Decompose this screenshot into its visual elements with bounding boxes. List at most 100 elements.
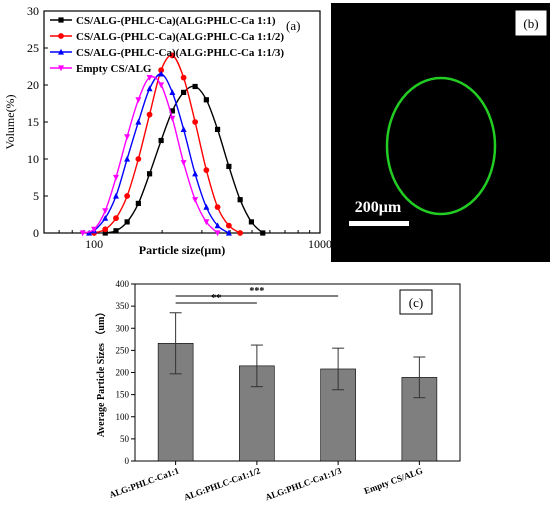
data-point xyxy=(135,156,142,162)
data-point xyxy=(135,97,142,103)
data-point xyxy=(214,126,221,132)
data-point xyxy=(158,67,165,74)
data-point xyxy=(79,230,86,237)
legend-marker xyxy=(58,65,64,72)
data-point xyxy=(158,82,165,89)
data-point xyxy=(225,222,232,229)
data-point xyxy=(181,89,187,95)
data-point xyxy=(203,219,210,226)
y-tick-label: 350 xyxy=(116,301,130,311)
x-tick-label: Empty CS/ALG xyxy=(363,465,424,496)
data-point xyxy=(102,230,108,236)
data-point xyxy=(169,89,176,95)
data-point xyxy=(203,97,209,103)
legend-marker xyxy=(58,17,64,23)
data-point xyxy=(180,74,187,81)
legend-label: CS/ALG-(PHLC-Ca)(ALG:PHLC-Ca 1:1/3) xyxy=(76,47,284,59)
legend-marker xyxy=(58,33,64,39)
y-tick-label: 50 xyxy=(120,434,130,444)
y-tick-label: 400 xyxy=(116,279,130,289)
panel-a-legend: CS/ALG-(PHLC-Ca)(ALG:PHLC-Ca 1:1) CS/ALG-… xyxy=(50,15,284,75)
panel-c-label: (c) xyxy=(409,295,423,310)
y-tick-label: 150 xyxy=(116,390,130,400)
data-point xyxy=(146,75,153,81)
panel-c-y-axis: 0 50 100 150 200 250 300 350 400 xyxy=(116,279,135,466)
y-tick-label: 15 xyxy=(27,115,39,129)
legend-marker xyxy=(58,48,64,55)
data-point xyxy=(203,203,210,210)
data-point xyxy=(113,215,119,222)
y-tick-label: 5 xyxy=(33,189,39,203)
micrograph-background xyxy=(331,3,550,262)
data-point xyxy=(102,226,109,233)
x-tick-label: ALG:PHLC-Ca1:1/2 xyxy=(182,465,262,502)
panel-a-y-axis-title: Volume(%) xyxy=(3,94,17,149)
x-tick-label: ALG:PHLC-Ca1:1/3 xyxy=(264,465,344,502)
data-point xyxy=(248,219,255,225)
data-point xyxy=(192,170,199,177)
data-point xyxy=(91,226,98,233)
y-tick-label: 20 xyxy=(27,78,39,92)
data-point xyxy=(192,119,199,125)
y-tick-label: 10 xyxy=(27,152,39,166)
data-point xyxy=(124,219,130,225)
data-point xyxy=(113,192,120,199)
panel-c-bars xyxy=(157,312,438,462)
data-point xyxy=(146,171,153,177)
data-point xyxy=(158,137,164,144)
panel-a-y-axis: 0 5 10 15 20 25 30 xyxy=(27,4,48,240)
data-point xyxy=(102,208,109,214)
data-point xyxy=(113,228,119,234)
y-tick-label: 300 xyxy=(116,323,130,333)
data-point xyxy=(203,167,210,174)
panel-b-label: (b) xyxy=(523,16,538,31)
y-tick-label: 0 xyxy=(33,226,39,240)
data-point xyxy=(124,193,131,199)
data-point xyxy=(124,134,131,140)
microcapsule-ring xyxy=(385,76,497,216)
data-point xyxy=(113,174,120,181)
data-point xyxy=(146,111,153,118)
legend-label: CS/ALG-(PHLC-Ca)(ALG:PHLC-Ca 1:1/2) xyxy=(76,31,284,43)
x-tick-label: 100 xyxy=(85,237,103,251)
data-point xyxy=(192,197,199,203)
panel-a-series xyxy=(79,52,266,237)
data-point xyxy=(124,155,131,162)
x-tick-label: 1000 xyxy=(308,237,332,251)
y-tick-label: 30 xyxy=(27,4,39,18)
y-tick-label: 25 xyxy=(27,41,39,55)
panel-a-x-axis-title: Particle size(μm) xyxy=(139,243,225,257)
significance-label: ** xyxy=(211,293,221,304)
panel-b-label-box xyxy=(514,9,548,37)
data-point xyxy=(214,222,221,229)
data-point xyxy=(102,215,109,221)
panel-c-x-axis: ALG:PHLC-Ca1:1 ALG:PHLC-Ca1:1/2 ALG:PHLC-C… xyxy=(108,461,424,502)
scale-bar-label: 200μm xyxy=(355,199,402,216)
legend-label: CS/ALG-(PHLC-Ca)(ALG:PHLC-Ca 1:1) xyxy=(76,15,276,27)
panel-c-label-box xyxy=(399,289,433,315)
panel-c-y-axis-title: Average Particle Sizes （um） xyxy=(94,307,107,438)
panel-a-line-chart: 0 5 10 15 20 25 30 100 1000 CS/ALG-(PHLC-Ca)(AL… xyxy=(3,4,332,257)
y-tick-label: 0 xyxy=(125,456,130,466)
significance-label: *** xyxy=(249,286,264,297)
panel-b-micrograph: (b) 200μm xyxy=(331,3,550,262)
data-point xyxy=(86,229,93,236)
legend-label: Empty CS/ALG xyxy=(76,63,152,75)
data-point xyxy=(158,70,165,77)
x-tick-label: ALG:PHLC-Ca1:1 xyxy=(108,465,181,500)
y-tick-label: 100 xyxy=(116,412,130,422)
data-point xyxy=(192,83,198,90)
y-tick-label: 200 xyxy=(116,368,130,378)
data-point xyxy=(214,230,221,237)
panel-a-label: (a) xyxy=(286,18,300,33)
data-point xyxy=(180,126,187,132)
y-tick-label: 250 xyxy=(116,345,130,355)
data-point xyxy=(226,163,232,169)
data-point xyxy=(146,85,153,92)
data-point xyxy=(260,230,266,236)
panel-c-significance: ***** xyxy=(175,286,339,304)
data-point xyxy=(135,200,141,206)
scale-bar xyxy=(349,221,409,226)
